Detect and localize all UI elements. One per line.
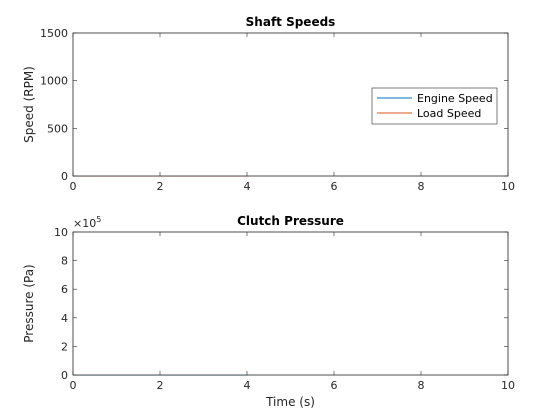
y-exponent-label: ×105 [73,215,101,230]
y-axis-label: Speed (RPM) [22,66,36,143]
x-tick-label: 4 [244,180,251,193]
axes-frame [72,231,509,376]
x-tick-label: 4 [244,379,251,392]
legend-label-engine-speed: Engine Speed [417,92,493,105]
y-tick-label: 2 [61,340,68,353]
legend-box [371,87,498,125]
x-tick-label: 2 [157,180,164,193]
shaft-speeds-chart: 0 2 4 6 8 10 0 500 1000 1500 Shaft Speeds Speed (RP… [22,15,515,193]
x-tick-label: 10 [501,379,515,392]
y-tick-label: 10 [54,226,68,239]
x-tick-label: 0 [70,180,77,193]
y-axis-label: Pressure (Pa) [22,264,36,342]
y-tick-label: 1500 [40,27,68,40]
x-axis-label: Time (s) [265,395,315,409]
x-tick-label: 0 [70,379,77,392]
x-tick-label: 8 [418,379,425,392]
y-tick-label: 8 [61,255,68,268]
clutch-pressure-chart: 0 2 4 6 8 10 0 2 4 6 8 10 ×105 Clutch Pressure Time (s… [22,214,515,409]
x-tick-label: 2 [157,379,164,392]
y-tick-label: 500 [47,122,68,135]
y-tick-label: 1000 [40,75,68,88]
chart-title: Shaft Speeds [246,15,336,29]
x-tick-label: 8 [418,180,425,193]
y-tick-label: 6 [61,283,68,296]
y-tick-label: 0 [61,170,68,183]
y-tick-label: 4 [61,312,68,325]
legend-label-load-speed: Load Speed [417,107,481,120]
x-tick-label: 6 [331,180,338,193]
x-tick-label: 6 [331,379,338,392]
y-tick-label: 0 [61,369,68,382]
x-tick-label: 10 [501,180,515,193]
legend: Engine Speed Load Speed [371,87,498,125]
chart-title: Clutch Pressure [237,214,344,228]
